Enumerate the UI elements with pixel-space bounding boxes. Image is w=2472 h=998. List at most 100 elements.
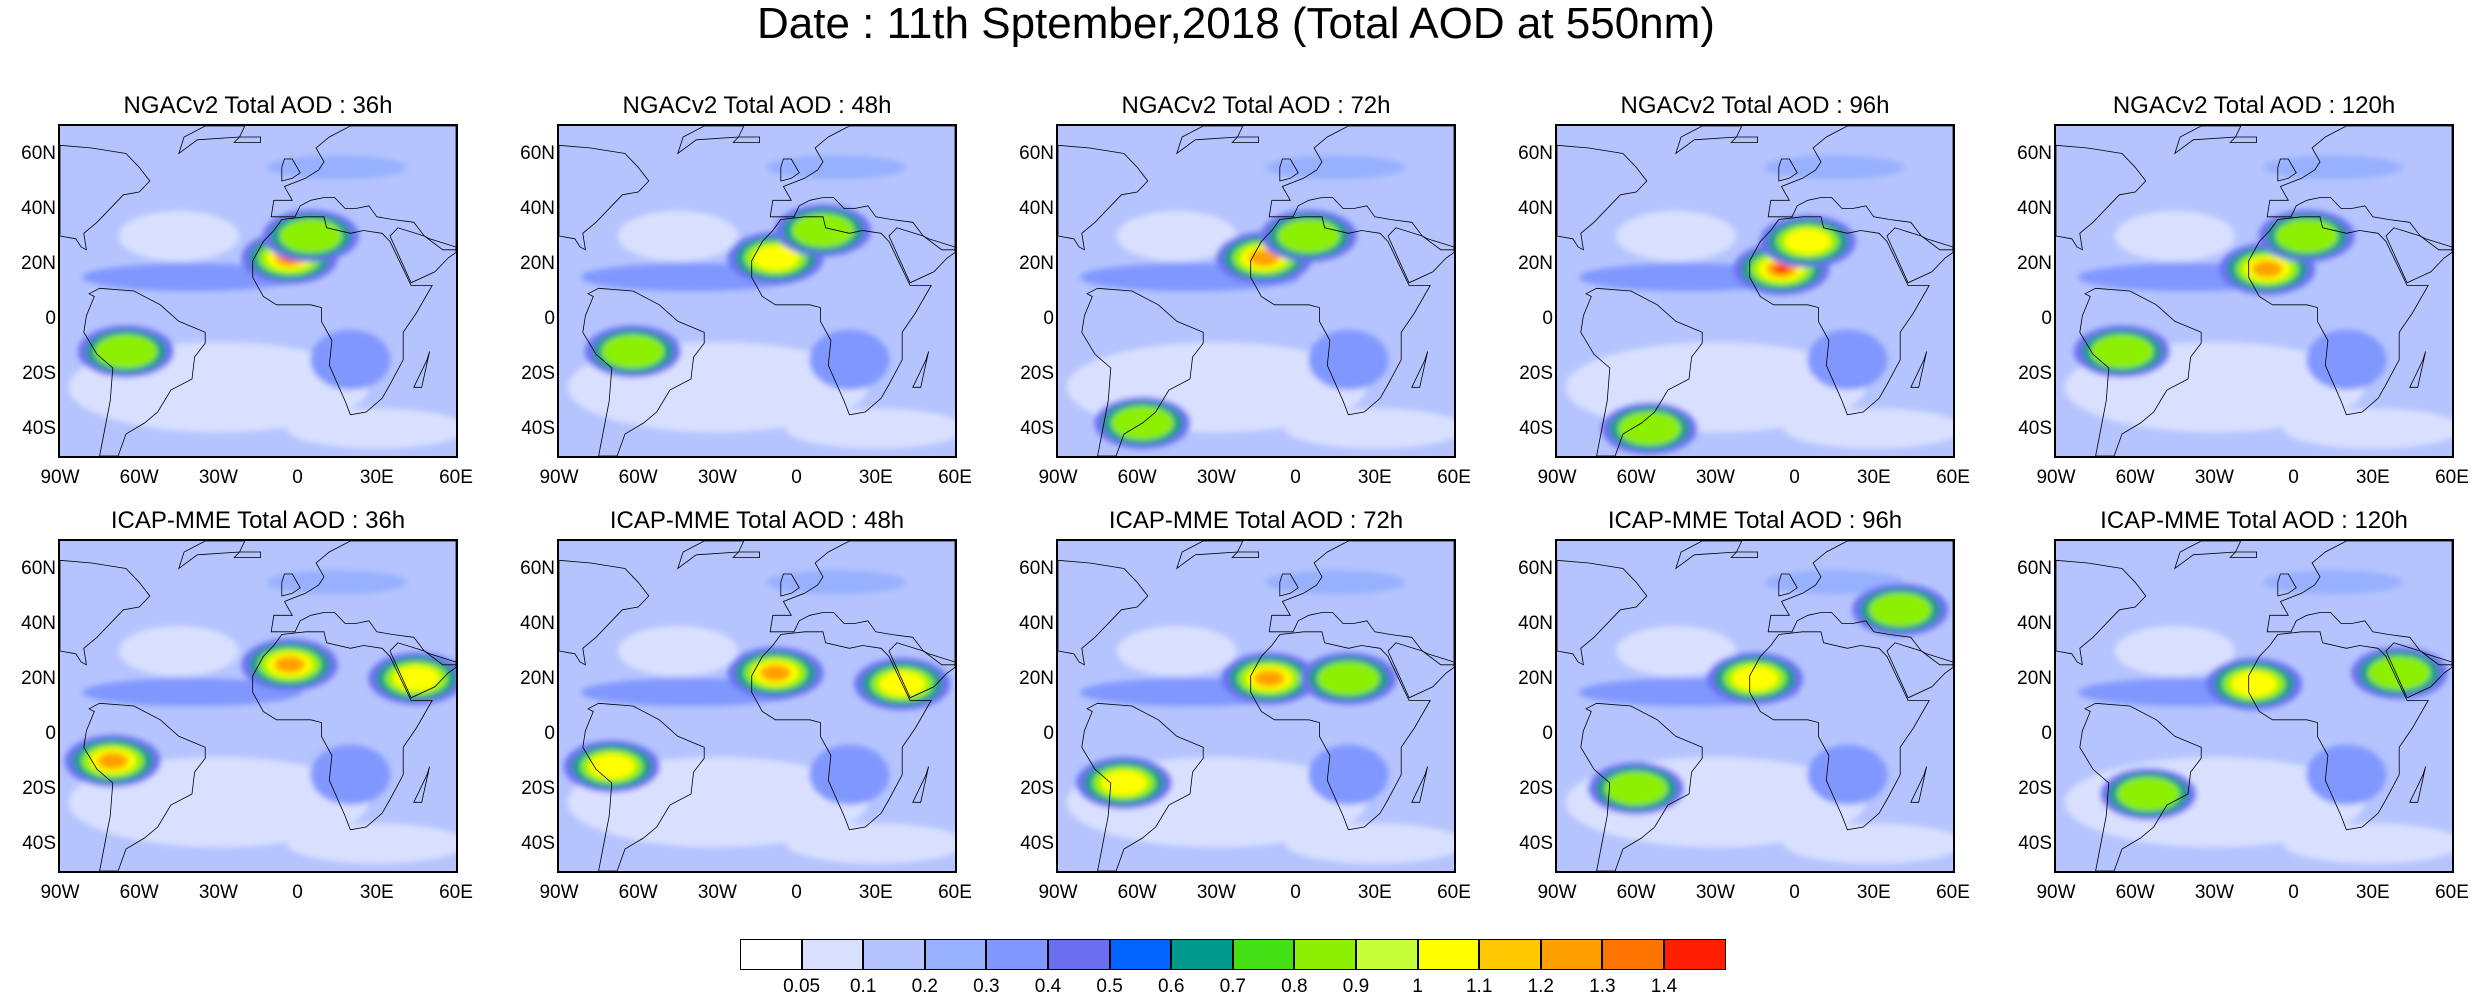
lat-tick-label: 20N <box>1019 252 1054 274</box>
lat-tick-label: 20N <box>520 667 555 689</box>
coastline <box>1580 287 1703 456</box>
lat-tick-label: 60N <box>1518 142 1553 164</box>
coastline <box>2266 541 2452 666</box>
lon-tick-label: 30W <box>697 882 737 903</box>
coastlines <box>1058 126 1454 456</box>
coastline <box>83 287 206 456</box>
coastline <box>2266 126 2452 251</box>
lon-tick-label: 0 <box>1789 882 1800 903</box>
map-panel: NGACv2 Total AOD : 36h 60N 40N 20N 0 20S 40S 90… <box>21 92 473 492</box>
aod-band <box>809 329 890 390</box>
coastline <box>2277 158 2297 182</box>
coastline <box>281 158 301 182</box>
colorbar-swatch <box>1540 939 1603 970</box>
colorbar-swatch <box>740 939 802 970</box>
lon-tick-label: 0 <box>292 467 303 488</box>
lat-tick-label: 40N <box>21 612 56 634</box>
coastline <box>1557 144 1648 251</box>
colorbar-label: 0.9 <box>1342 976 1370 997</box>
aod-band <box>1807 329 1888 390</box>
low-aod-region <box>617 211 738 261</box>
aod-plume <box>1784 228 1832 255</box>
lon-tick-label: 60W <box>1117 467 1157 488</box>
lat-tick-label: 40S <box>1519 417 1553 439</box>
aod-band <box>1764 570 1905 595</box>
lon-tick-label: 60E <box>439 467 473 488</box>
aod-plume <box>1731 665 1779 692</box>
low-aod-region <box>2282 823 2452 864</box>
lon-tick-label: 90W <box>539 882 579 903</box>
aod-plume <box>1277 218 1341 254</box>
coastline <box>389 227 456 284</box>
lat-tick-label: 0 <box>45 722 56 744</box>
lat-tick-label: 20S <box>2018 777 2052 799</box>
coastlines <box>2056 541 2452 871</box>
coastlines <box>559 126 955 456</box>
coastline <box>559 559 650 666</box>
coastline <box>413 766 430 803</box>
coastline <box>1176 126 1244 155</box>
lon-tick-label: 60E <box>2435 467 2469 488</box>
map-panel: NGACv2 Total AOD : 48h 60N 40N 20N 0 20S 40S 90… <box>520 92 972 492</box>
lon-tick-label: 30W <box>1695 467 1735 488</box>
lon-tick-label: 90W <box>539 467 579 488</box>
aod-plume <box>97 752 129 770</box>
aod-field <box>1058 541 1454 871</box>
aod-band <box>2306 744 2387 805</box>
lat-tick-label: 20S <box>22 777 56 799</box>
low-aod-region <box>118 211 239 261</box>
aod-band <box>1265 570 1406 595</box>
coastline <box>1231 551 1259 558</box>
low-aod-region <box>1615 211 1736 261</box>
lon-tick-label: 60E <box>2435 882 2469 903</box>
aod-plume <box>791 213 855 248</box>
lat-tick-label: 60N <box>520 557 555 579</box>
colorbar-label: 1.1 <box>1465 976 1493 997</box>
coastline <box>677 541 745 570</box>
lat-tick-label: 20S <box>22 362 56 384</box>
lat-tick-label: 0 <box>45 307 56 329</box>
coastline <box>2056 559 2147 666</box>
lon-tick-label: 90W <box>2036 467 2076 488</box>
aod-band <box>766 570 907 595</box>
aod-band <box>310 744 391 805</box>
coastline <box>1250 631 1431 831</box>
lat-tick-label: 40N <box>21 197 56 219</box>
aod-plume <box>2090 334 2154 369</box>
lon-tick-label: 30E <box>359 882 394 903</box>
coastline <box>1387 642 1454 699</box>
aod-plume <box>1604 771 1668 806</box>
lon-tick-label: 60W <box>1117 882 1157 903</box>
aod-plume <box>1868 592 1932 627</box>
lat-tick-label: 0 <box>1542 307 1553 329</box>
lon-tick-label: 60E <box>1936 882 1970 903</box>
panel-title: ICAP-MME Total AOD : 72h <box>1108 507 1404 534</box>
coastline <box>1767 126 1953 251</box>
coastline <box>270 541 456 666</box>
lat-tick-label: 40N <box>520 197 555 219</box>
low-aod-region <box>2114 211 2235 261</box>
lat-tick-label: 0 <box>2041 722 2052 744</box>
lon-tick-label: 60E <box>938 467 972 488</box>
lat-tick-label: 60N <box>520 142 555 164</box>
colorbar-swatch <box>1664 939 1726 970</box>
map-panel: NGACv2 Total AOD : 120h 60N 40N 20N 0 20S 40S 9… <box>2017 92 2469 492</box>
coastline <box>888 227 955 284</box>
panel-title: ICAP-MME Total AOD : 96h <box>1607 507 1903 534</box>
lat-tick-label: 60N <box>1518 557 1553 579</box>
panel-title: NGACv2 Total AOD : 72h <box>1121 92 1391 119</box>
lat-tick-label: 40S <box>1020 832 1054 854</box>
lat-tick-label: 40N <box>1518 197 1553 219</box>
aod-plume <box>751 245 799 271</box>
lat-tick-label: 0 <box>1043 722 1054 744</box>
aod-plume <box>2116 776 2181 812</box>
lat-tick-label: 40S <box>2018 832 2052 854</box>
aod-plume <box>1248 249 1280 267</box>
colorbar-label: 0.6 <box>1157 976 1185 997</box>
coastline <box>83 702 206 871</box>
aod-plume <box>1774 265 1789 273</box>
coastline <box>2385 642 2452 699</box>
low-aod-region <box>617 626 738 676</box>
aod-band <box>310 329 391 390</box>
coastline <box>1749 216 1930 416</box>
